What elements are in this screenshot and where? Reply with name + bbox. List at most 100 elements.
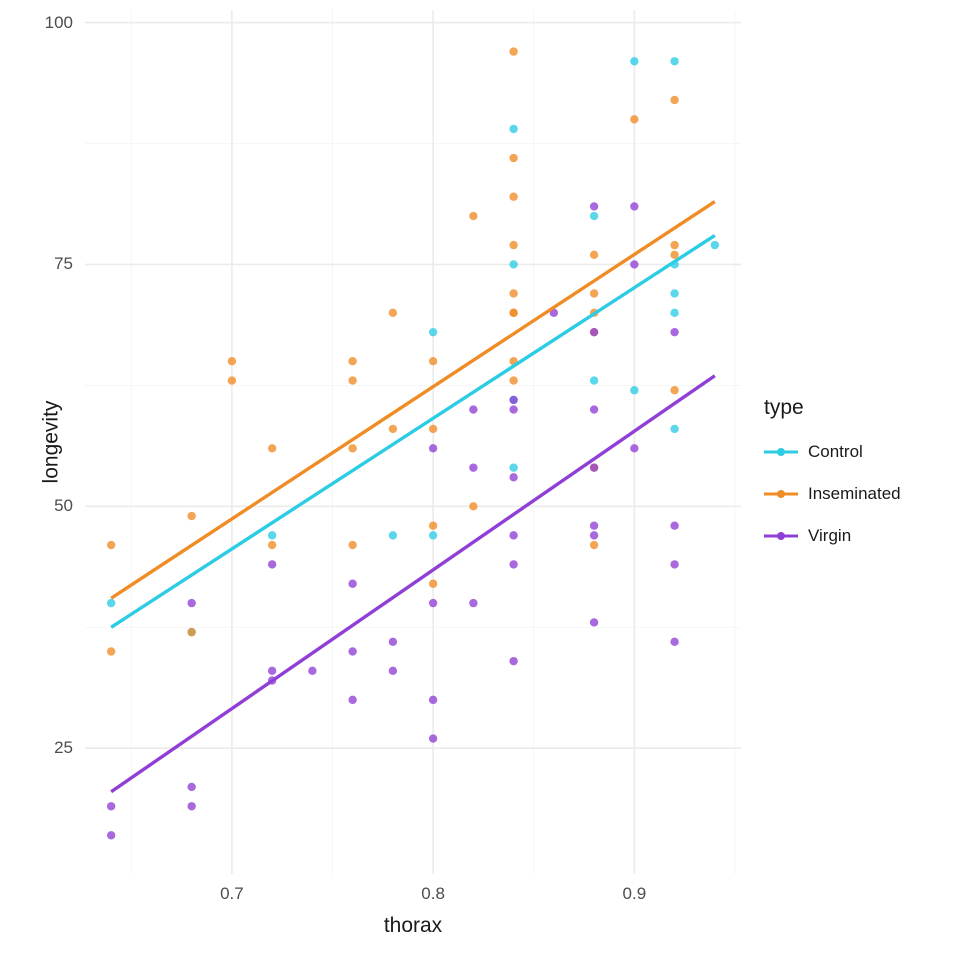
- scatter-svg: [85, 10, 741, 874]
- data-point: [268, 541, 276, 549]
- data-point: [590, 251, 598, 259]
- legend-dot-icon: [777, 490, 785, 498]
- data-point: [268, 560, 276, 568]
- data-point: [670, 386, 678, 394]
- data-point: [630, 115, 638, 123]
- data-point: [107, 831, 115, 839]
- data-point: [590, 405, 598, 413]
- data-point: [509, 657, 517, 665]
- regression-line: [111, 376, 715, 792]
- data-point: [509, 47, 517, 55]
- data-point: [187, 599, 195, 607]
- data-point: [509, 193, 517, 201]
- data-point: [348, 647, 356, 655]
- data-point: [107, 802, 115, 810]
- data-point: [670, 289, 678, 297]
- data-point: [187, 512, 195, 520]
- legend-label: Control: [808, 442, 863, 462]
- data-point: [509, 241, 517, 249]
- data-point: [590, 289, 598, 297]
- data-point: [630, 444, 638, 452]
- data-point: [670, 57, 678, 65]
- data-point: [509, 309, 517, 317]
- x-tick-label: 0.8: [421, 884, 445, 904]
- data-point: [389, 309, 397, 317]
- y-tick-label: 25: [54, 738, 73, 758]
- data-point: [429, 599, 437, 607]
- data-point: [429, 734, 437, 742]
- data-point: [590, 328, 598, 336]
- data-point: [670, 328, 678, 336]
- data-point: [670, 96, 678, 104]
- data-point: [268, 667, 276, 675]
- legend-label: Virgin: [808, 526, 851, 546]
- data-point: [509, 396, 517, 404]
- x-tick-label: 0.9: [623, 884, 647, 904]
- data-point: [509, 125, 517, 133]
- data-point: [509, 463, 517, 471]
- legend-key: [764, 435, 798, 469]
- data-point: [509, 289, 517, 297]
- legend-title: type: [764, 396, 901, 420]
- regression-line: [111, 235, 715, 627]
- y-axis-title: longevity: [39, 401, 63, 484]
- legend-item: Inseminated: [764, 476, 901, 512]
- data-point: [187, 802, 195, 810]
- data-point: [228, 357, 236, 365]
- data-point: [590, 202, 598, 210]
- legend: type Control Inseminated Virgin: [764, 396, 901, 560]
- data-point: [670, 638, 678, 646]
- data-point: [348, 444, 356, 452]
- data-point: [429, 357, 437, 365]
- data-point: [187, 783, 195, 791]
- data-point: [711, 241, 719, 249]
- data-point: [509, 405, 517, 413]
- data-point: [630, 202, 638, 210]
- data-point: [509, 473, 517, 481]
- plot-panel: [85, 10, 741, 874]
- legend-dot-icon: [777, 448, 785, 456]
- data-point: [590, 463, 598, 471]
- data-point: [429, 328, 437, 336]
- data-point: [670, 425, 678, 433]
- data-point: [590, 376, 598, 384]
- data-point: [268, 444, 276, 452]
- data-point: [107, 541, 115, 549]
- data-point: [429, 521, 437, 529]
- x-tick-label: 0.7: [220, 884, 244, 904]
- data-point: [469, 502, 477, 510]
- data-point: [469, 212, 477, 220]
- y-tick-label: 100: [45, 13, 73, 33]
- data-point: [429, 425, 437, 433]
- data-point: [509, 531, 517, 539]
- legend-label: Inseminated: [808, 484, 901, 504]
- data-point: [389, 531, 397, 539]
- legend-key: [764, 477, 798, 511]
- data-point: [590, 618, 598, 626]
- regression-line: [111, 202, 715, 599]
- data-point: [228, 376, 236, 384]
- data-point: [469, 405, 477, 413]
- data-point: [429, 696, 437, 704]
- data-point: [107, 647, 115, 655]
- data-point: [630, 260, 638, 268]
- data-point: [429, 531, 437, 539]
- data-point: [590, 521, 598, 529]
- data-point: [107, 599, 115, 607]
- legend-key: [764, 519, 798, 553]
- data-point: [630, 57, 638, 65]
- data-point: [348, 376, 356, 384]
- data-point: [509, 376, 517, 384]
- data-point: [268, 531, 276, 539]
- page: longevity thorax type ControlInseminated…: [0, 0, 960, 960]
- data-point: [670, 560, 678, 568]
- data-point: [469, 599, 477, 607]
- data-point: [670, 241, 678, 249]
- data-point: [509, 560, 517, 568]
- data-point: [670, 521, 678, 529]
- legend-item: Control: [764, 434, 901, 470]
- legend-dot-icon: [777, 532, 785, 540]
- data-point: [308, 667, 316, 675]
- data-point: [389, 667, 397, 675]
- legend-item: Virgin: [764, 518, 901, 554]
